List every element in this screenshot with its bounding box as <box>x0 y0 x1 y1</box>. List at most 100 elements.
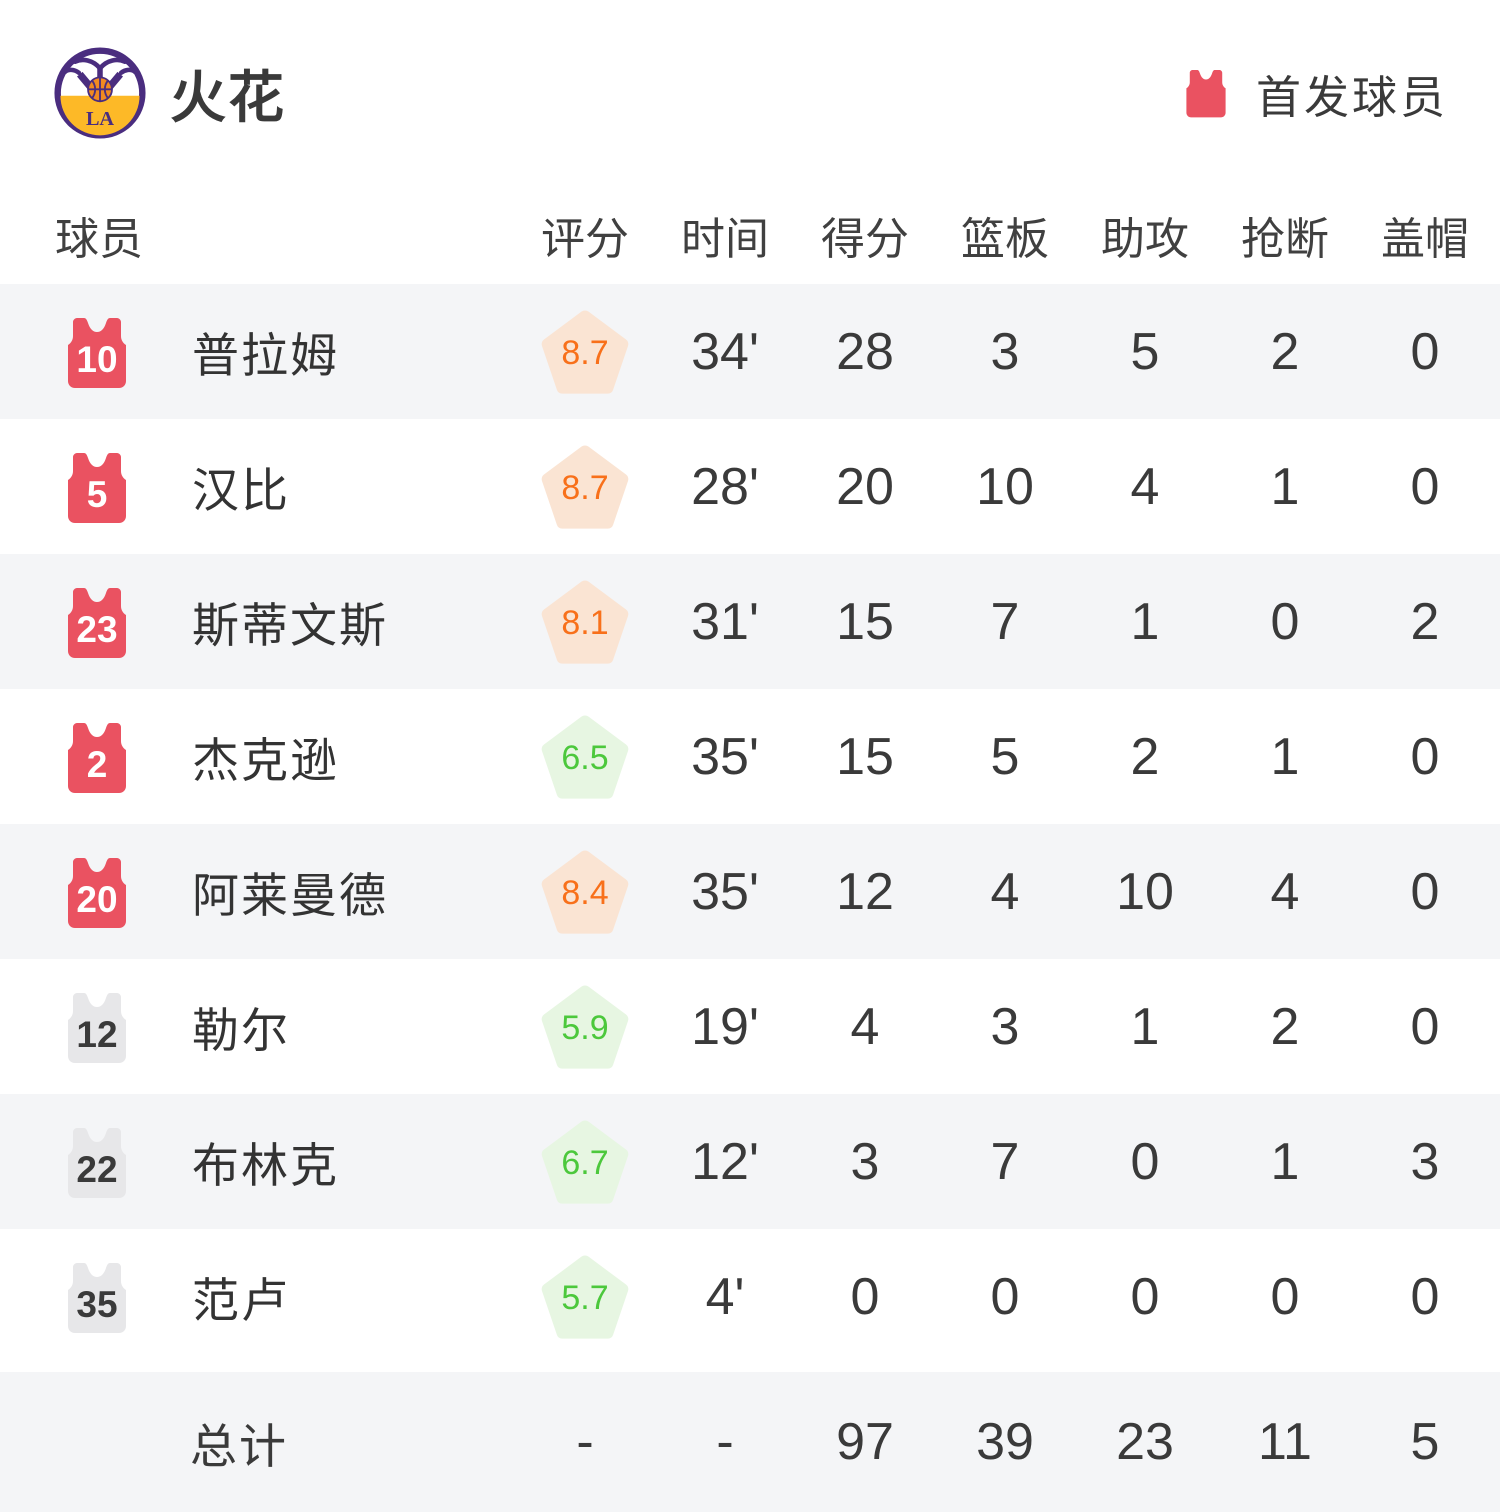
table-body: 10 普拉姆 8.7 34' 28 3 5 2 0 <box>0 284 1500 1364</box>
stat-blocks: 0 <box>1410 862 1440 921</box>
player-name: 布林克 <box>192 1139 339 1192</box>
jersey-number: 2 <box>86 743 108 785</box>
rating-cell: 8.1 <box>515 580 655 664</box>
rating-cell: 6.7 <box>515 1120 655 1204</box>
player-name: 范卢 <box>192 1274 290 1327</box>
total-steals: 11 <box>1258 1413 1312 1471</box>
stat-blocks: 0 <box>1410 727 1440 786</box>
starter-legend-label: 首发球员 <box>1255 71 1448 123</box>
table-row[interactable]: 10 普拉姆 8.7 34' 28 3 5 2 0 <box>0 284 1500 419</box>
stat-points: 20 <box>836 457 894 516</box>
stat-points: 12 <box>836 862 894 921</box>
rating-badge: 6.7 <box>541 1120 629 1204</box>
stat-points: 28 <box>836 322 894 381</box>
rating-cell: 5.7 <box>515 1255 655 1339</box>
rating-badge: 5.7 <box>541 1255 629 1339</box>
team-header: LA 火花 首发球员 <box>0 0 1500 186</box>
stat-steals: 1 <box>1270 727 1300 786</box>
table-row[interactable]: 2 杰克逊 6.5 35' 15 5 2 1 0 <box>0 689 1500 824</box>
stat-rebounds: 3 <box>990 997 1020 1056</box>
column-header-rating: 评分 <box>541 215 629 264</box>
stat-steals: 1 <box>1270 457 1300 516</box>
player-cell: 35 范卢 <box>0 1260 515 1334</box>
table-row[interactable]: 23 斯蒂文斯 8.1 31' 15 7 1 0 2 <box>0 554 1500 689</box>
column-header-player: 球员 <box>55 215 143 264</box>
team-info: LA 火花 <box>54 47 286 139</box>
stat-assists: 1 <box>1130 592 1160 651</box>
table-row[interactable]: 20 阿莱曼德 8.4 35' 12 4 10 4 0 <box>0 824 1500 959</box>
stat-steals: 0 <box>1270 1267 1300 1326</box>
player-name: 斯蒂文斯 <box>192 599 388 652</box>
player-cell: 23 斯蒂文斯 <box>0 585 515 659</box>
player-name: 普拉姆 <box>192 329 339 382</box>
stat-assists: 2 <box>1130 727 1160 786</box>
player-name: 勒尔 <box>192 1004 290 1057</box>
jersey-number: 20 <box>76 878 118 920</box>
jersey-number: 12 <box>76 1013 118 1055</box>
column-header-assists: 助攻 <box>1101 215 1189 264</box>
stat-minutes: 35' <box>691 727 759 786</box>
jersey-number: 22 <box>76 1148 118 1190</box>
column-header-points: 得分 <box>821 215 909 264</box>
jersey-icon: 5 <box>62 450 132 524</box>
table-row[interactable]: 5 汉比 8.7 28' 20 10 4 1 0 <box>0 419 1500 554</box>
stat-blocks: 0 <box>1410 997 1440 1056</box>
stat-points: 3 <box>850 1132 880 1191</box>
stat-assists: 5 <box>1130 322 1160 381</box>
rating-badge: 8.7 <box>541 445 629 529</box>
total-row: 总计 - - 97 39 23 11 5 <box>0 1372 1500 1512</box>
jersey-icon: 23 <box>62 585 132 659</box>
total-label: 总计 <box>190 1419 288 1473</box>
rating-cell: 8.4 <box>515 850 655 934</box>
stat-assists: 10 <box>1116 862 1174 921</box>
jersey-number: 35 <box>76 1283 118 1325</box>
stat-points: 4 <box>850 997 880 1056</box>
player-name: 汉比 <box>192 464 290 517</box>
table-row[interactable]: 35 范卢 5.7 4' 0 0 0 0 0 <box>0 1229 1500 1364</box>
jersey-number: 10 <box>76 338 118 380</box>
column-header-minutes: 时间 <box>681 215 769 264</box>
rating-value: 6.7 <box>561 1144 609 1182</box>
stat-steals: 4 <box>1270 862 1300 921</box>
table-row[interactable]: 22 布林克 6.7 12' 3 7 0 1 3 <box>0 1094 1500 1229</box>
player-cell: 10 普拉姆 <box>0 315 515 389</box>
player-cell: 12 勒尔 <box>0 990 515 1064</box>
jersey-icon: 10 <box>62 315 132 389</box>
player-cell: 22 布林克 <box>0 1125 515 1199</box>
total-minutes: - <box>716 1413 734 1471</box>
rating-value: 8.4 <box>561 874 609 912</box>
rating-cell: 5.9 <box>515 985 655 1069</box>
total-assists: 23 <box>1116 1413 1174 1471</box>
jersey-icon: 20 <box>62 855 132 929</box>
rating-badge: 6.5 <box>541 715 629 799</box>
stat-rebounds: 7 <box>990 1132 1020 1191</box>
stat-minutes: 19' <box>691 997 759 1056</box>
stat-steals: 1 <box>1270 1132 1300 1191</box>
team-name: 火花 <box>170 65 286 129</box>
stat-minutes: 31' <box>691 592 759 651</box>
player-name: 阿莱曼德 <box>192 869 388 922</box>
rating-badge: 8.7 <box>541 310 629 394</box>
stat-rebounds: 10 <box>976 457 1034 516</box>
player-name: 杰克逊 <box>192 734 339 787</box>
team-logo-icon: LA <box>54 47 146 139</box>
jersey-number: 23 <box>76 608 118 650</box>
stat-blocks: 3 <box>1410 1132 1440 1191</box>
table-header-row: 球员 评分 时间 得分 篮板 助攻 抢断 盖帽 <box>0 186 1500 284</box>
stat-minutes: 4' <box>705 1267 745 1326</box>
rating-cell: 8.7 <box>515 310 655 394</box>
stat-minutes: 28' <box>691 457 759 516</box>
table-row[interactable]: 12 勒尔 5.9 19' 4 3 1 2 0 <box>0 959 1500 1094</box>
rating-badge: 5.9 <box>541 985 629 1069</box>
rating-value: 5.7 <box>561 1279 609 1317</box>
stat-steals: 0 <box>1270 592 1300 651</box>
stat-rebounds: 7 <box>990 592 1020 651</box>
stat-points: 15 <box>836 727 894 786</box>
svg-text:LA: LA <box>86 108 114 130</box>
stat-points: 15 <box>836 592 894 651</box>
stat-steals: 2 <box>1270 997 1300 1056</box>
rating-value: 6.5 <box>561 739 609 777</box>
jersey-icon: 12 <box>62 990 132 1064</box>
player-cell: 2 杰克逊 <box>0 720 515 794</box>
